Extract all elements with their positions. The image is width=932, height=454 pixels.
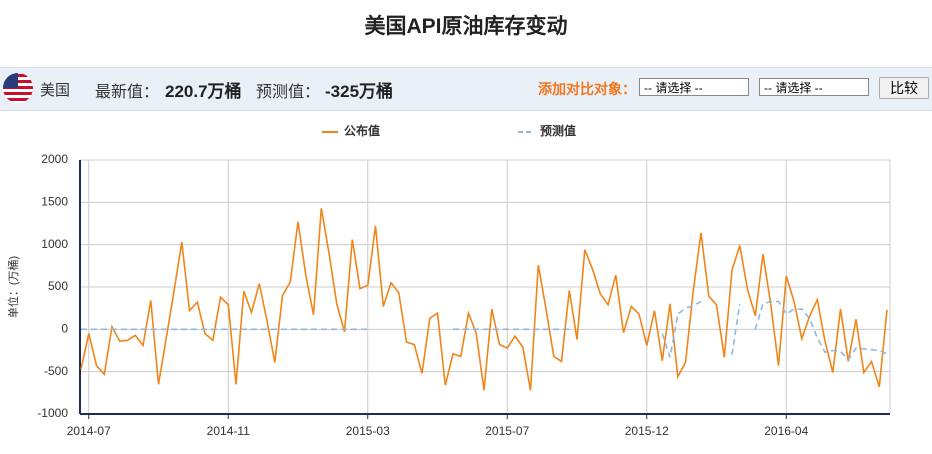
y-tick-label: 1500 <box>41 195 68 209</box>
latest-label: 最新值： <box>95 84 160 101</box>
series-line <box>80 208 888 391</box>
select[interactable]: -- 请选择 -- <box>759 78 869 96</box>
y-tick-label: -1000 <box>37 406 68 420</box>
x-tick-label: 2015-03 <box>346 424 390 438</box>
x-tick-label: 2015-12 <box>625 424 669 438</box>
forecast-label: 预测值： <box>256 84 321 101</box>
forecast-value: -325万桶 <box>325 82 394 101</box>
y-tick-label: 0 <box>61 322 68 336</box>
x-tick-label: 2014-11 <box>207 424 250 438</box>
y-tick-label: -500 <box>44 364 68 378</box>
legend-label: 预测值 <box>540 123 576 138</box>
series-line <box>81 300 888 362</box>
page-title: 美国API原油库存变动 <box>364 15 568 38</box>
y-tick-label: 500 <box>48 279 68 293</box>
compare-button[interactable]: 比较 <box>879 77 929 99</box>
country: 美国 <box>40 82 71 99</box>
y-tick-label: 2000 <box>41 152 68 166</box>
x-tick-label: 2016-04 <box>764 424 808 438</box>
y-axis-label: 单位：(万桶) <box>6 256 20 318</box>
x-tick-label: 2014-07 <box>67 424 111 438</box>
flag <box>3 73 33 103</box>
x-tick-label: 2015-07 <box>485 424 529 438</box>
select[interactable]: -- 请选择 -- <box>639 78 749 96</box>
latest-value: 220.7万桶 <box>165 82 242 101</box>
compare-label: 添加对比对象： <box>538 81 636 97</box>
legend-label: 公布值 <box>344 123 380 138</box>
y-tick-label: 1000 <box>41 237 68 251</box>
